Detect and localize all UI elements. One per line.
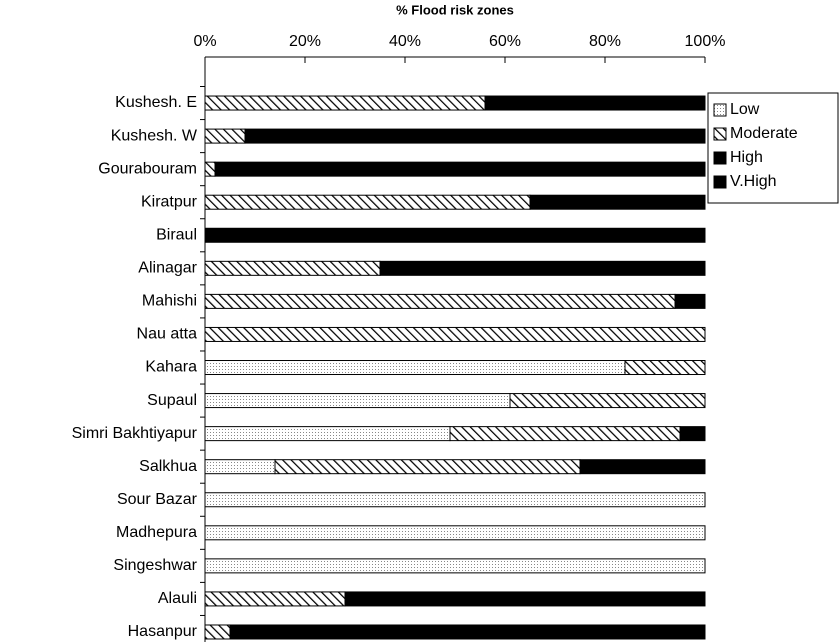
y-tick-label: Gourabouram (98, 160, 197, 177)
legend-swatch (713, 175, 727, 189)
bar-segment (204, 525, 706, 541)
bar-segment (204, 95, 486, 111)
x-tick-label: 20% (289, 33, 321, 50)
bar-segment (244, 128, 706, 144)
y-tick-label: Kushesh. W (111, 127, 198, 144)
bar-segment (204, 293, 676, 309)
bar-segment (204, 128, 246, 144)
x-tick-label: 80% (589, 33, 621, 50)
y-tick-label: Kiratpur (141, 193, 198, 210)
bar-segment (274, 459, 581, 475)
x-tick-label: 40% (389, 33, 421, 50)
legend-swatch (713, 127, 727, 141)
y-tick-label: Kushesh. E (115, 94, 197, 111)
y-tick-label: Nau atta (137, 326, 198, 343)
legend-swatch (713, 103, 727, 117)
bar-segment (204, 492, 706, 508)
bar-segment (529, 194, 706, 210)
y-tick-label: Singeshwar (113, 557, 197, 574)
bar-segment (579, 459, 706, 475)
y-tick-label: Biraul (156, 226, 197, 243)
bar-segment (204, 326, 706, 342)
bar-segment (379, 260, 706, 276)
bar-segment (204, 194, 531, 210)
bar-segment (204, 161, 216, 177)
bar-segment (204, 227, 706, 243)
bar-segment (204, 624, 231, 640)
bar-segment (674, 293, 706, 309)
y-tick-label: Simri Bakhtiyapur (72, 425, 198, 442)
bar-segment (204, 393, 511, 409)
bar-segment (204, 591, 346, 607)
bar-segment (229, 624, 706, 640)
y-tick-label: Salkhua (139, 458, 197, 475)
legend-swatch (713, 151, 727, 165)
bar-segment (204, 260, 381, 276)
bar-segment (449, 426, 681, 442)
bar-segment (484, 95, 706, 111)
legend-label: High (730, 149, 763, 166)
y-tick-label: Supaul (147, 392, 197, 409)
y-tick-label: Mahishi (142, 293, 197, 310)
legend-label: V.High (730, 173, 777, 190)
y-tick-label: Hasanpur (128, 623, 198, 640)
x-tick-label: 60% (489, 33, 521, 50)
legend-label: Low (730, 101, 760, 118)
legend-label: Moderate (730, 125, 798, 142)
y-tick-label: Kahara (145, 359, 197, 376)
chart-title: % Flood risk zones (396, 2, 514, 17)
bar-segment (204, 558, 706, 574)
y-tick-label: Alinagar (138, 260, 197, 277)
bar-segment (679, 426, 706, 442)
legend-box (707, 92, 839, 204)
bar-segment (344, 591, 706, 607)
x-tick-label: 0% (193, 33, 216, 50)
bar-segment (204, 360, 626, 376)
y-tick-label: Madhepura (116, 524, 197, 541)
bar-segment (624, 360, 706, 376)
y-tick-label: Sour Bazar (117, 491, 198, 508)
bar-segment (204, 459, 276, 475)
bar-segment (509, 393, 706, 409)
y-tick-label: Alauli (158, 590, 197, 607)
x-tick-label: 100% (685, 33, 726, 50)
bar-segment (204, 426, 451, 442)
bar-segment (214, 161, 706, 177)
